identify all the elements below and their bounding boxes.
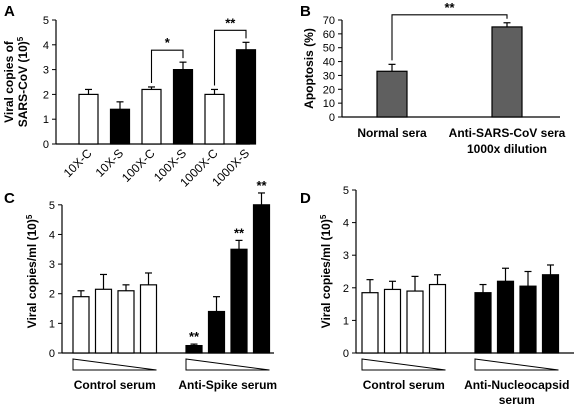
- b-y-tick-label: 50: [323, 43, 335, 55]
- b-y-tick-label: 20: [323, 84, 335, 96]
- d-dilution-wedge: [361, 358, 446, 371]
- c-bar: [139, 284, 158, 354]
- c-bar: [207, 310, 226, 354]
- a-bar: [204, 93, 225, 145]
- d-group-label: serum: [499, 393, 535, 407]
- a-y-tick-label: 5: [43, 15, 49, 27]
- c-y-tick-label: 5: [49, 200, 55, 212]
- b-x-tick-label: Anti-SARS-CoV sera: [449, 126, 566, 140]
- c-bar: [94, 288, 113, 354]
- a-y-axis-label-text: SARS-CoV (10): [16, 41, 30, 127]
- c-dilution-wedge: [185, 358, 270, 371]
- d-y-axis-label-text: Viral copies/ml (10): [319, 219, 333, 328]
- c-group-label: Anti-Spike serum: [178, 378, 277, 392]
- d-y-axis-label: Viral copies/ml (10)5: [319, 214, 334, 328]
- c-significance-label: **: [256, 178, 267, 193]
- a-significance-bracket: [213, 29, 247, 86]
- b-y-tick-label: 60: [323, 29, 335, 41]
- b-bar: [491, 26, 523, 118]
- a-y-tick-label: 3: [43, 65, 49, 77]
- b-x-tick-label: Normal sera: [357, 126, 427, 140]
- b-y-tick-label: 70: [323, 15, 335, 27]
- a-y-tick-label: 4: [43, 40, 49, 52]
- b-bar: [376, 70, 408, 118]
- c-bar: [252, 204, 271, 354]
- a-bar: [172, 68, 194, 145]
- d-dilution-wedge: [474, 358, 559, 371]
- b-y-tick-label: 30: [323, 70, 335, 82]
- c-y-axis-label-exponent: 5: [25, 214, 34, 219]
- c-y-axis-label-line: Viral copies/ml (10)5: [25, 214, 40, 328]
- b-y-tick-label: 40: [323, 57, 335, 69]
- a-y-tick-label: 2: [43, 89, 49, 101]
- a-y-axis-label-line: Viral copies of: [2, 40, 16, 123]
- c-significance-label: **: [234, 225, 245, 240]
- d-group-label: Anti-Nucleocapsid: [464, 378, 569, 392]
- d-bar: [406, 290, 424, 354]
- d-bar: [361, 292, 379, 354]
- c-significance-label: **: [189, 329, 200, 344]
- c-dilution-wedge: [72, 358, 157, 371]
- a-bar: [78, 93, 99, 145]
- d-bar: [519, 285, 537, 354]
- d-y-tick-label: 2: [343, 283, 349, 295]
- c-y-tick-label: 3: [49, 259, 55, 271]
- d-y-tick-label: 1: [343, 315, 349, 327]
- c-y-axis-label-text: Viral copies/ml (10): [25, 219, 39, 328]
- b-y-tick-label: 0: [329, 112, 335, 124]
- b-y-axis-label-line: Apoptosis (%): [302, 28, 316, 109]
- a-bar: [235, 49, 257, 145]
- a-y-axis-label-exponent: 5: [16, 36, 25, 41]
- d-bar: [541, 274, 560, 354]
- d-y-tick-label: 4: [343, 218, 349, 230]
- c-group-label: Control serum: [74, 378, 156, 392]
- c-bar: [72, 296, 90, 354]
- d-y-tick-label: 5: [343, 185, 349, 197]
- b-significance-bracket: [391, 14, 508, 61]
- c-y-axis-label: Viral copies/ml (10)5: [25, 214, 40, 328]
- c-bar: [230, 248, 248, 354]
- a-y-tick-label: 1: [43, 114, 49, 126]
- c-y-tick-label: 2: [49, 289, 55, 301]
- panel-d-letter: D: [300, 190, 311, 207]
- d-bar: [496, 280, 515, 354]
- c-bar: [117, 290, 135, 354]
- c-y-tick-label: 0: [49, 348, 55, 360]
- b-x-tick-sublabel: 1000x dilution: [467, 142, 547, 156]
- d-y-axis-label-exponent: 5: [319, 214, 328, 219]
- d-group-label: Control serum: [363, 378, 445, 392]
- d-y-tick-label: 0: [343, 348, 349, 360]
- c-y-tick-label: 1: [49, 318, 55, 330]
- panel-a-letter: A: [4, 3, 15, 20]
- a-significance-label: *: [165, 35, 171, 50]
- panel-b-letter: B: [300, 3, 311, 20]
- d-y-tick-label: 3: [343, 250, 349, 262]
- a-x-tick-label: 10X-C: [61, 146, 95, 180]
- a-bar: [141, 88, 162, 145]
- b-y-tick-label: 10: [323, 98, 335, 110]
- d-bar: [474, 292, 492, 354]
- a-bar: [109, 108, 131, 145]
- c-bar: [185, 344, 203, 354]
- a-x-tick-label: 100X-C: [119, 146, 158, 185]
- d-bar: [383, 288, 402, 354]
- a-y-axis-label: Viral copies ofSARS-CoV (10)5: [2, 36, 30, 127]
- d-y-axis-label-line: Viral copies/ml (10)5: [319, 214, 334, 328]
- a-y-axis-label-line: SARS-CoV (10)5: [16, 36, 31, 127]
- a-significance-bracket: [150, 49, 184, 83]
- b-significance-label: **: [444, 0, 455, 15]
- panel-c-letter: C: [4, 190, 15, 207]
- c-y-tick-label: 4: [49, 229, 55, 241]
- a-significance-label: **: [225, 15, 236, 30]
- b-y-axis-label: Apoptosis (%): [302, 28, 316, 109]
- d-bar: [428, 283, 447, 354]
- a-y-tick-label: 0: [43, 139, 49, 151]
